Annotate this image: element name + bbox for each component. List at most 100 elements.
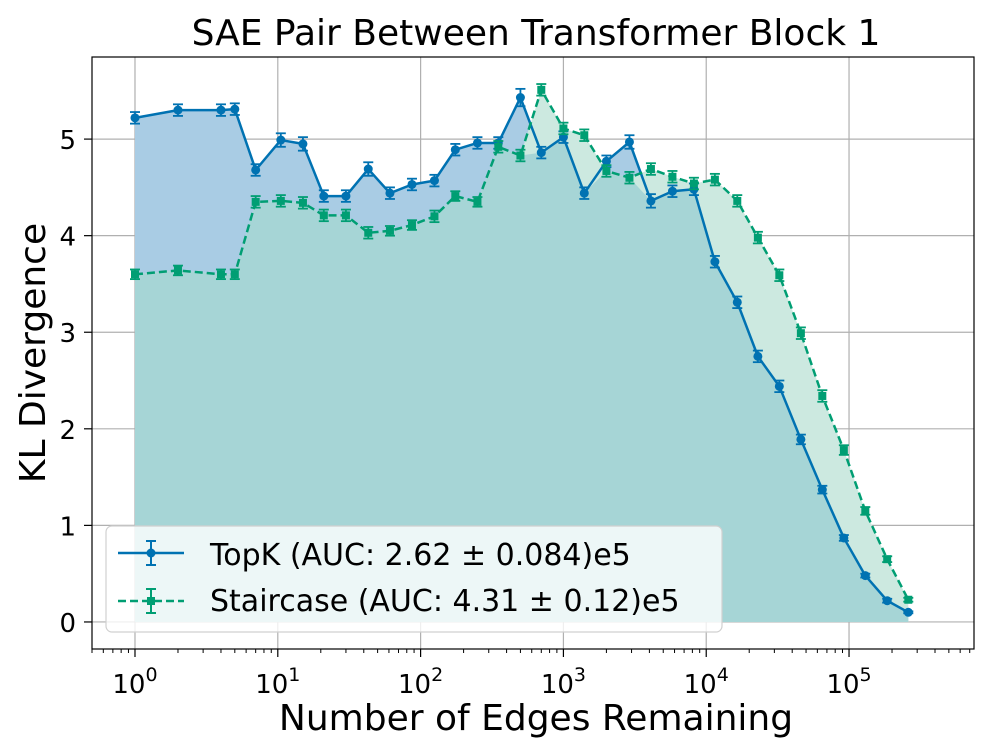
topk-point (903, 607, 913, 617)
staircase-point (883, 555, 892, 564)
topk-point (817, 485, 827, 495)
staircase-point (818, 391, 827, 400)
series-layer (129, 83, 914, 617)
x-tick-label: 102 (398, 664, 443, 700)
staircase-point (319, 211, 328, 220)
y-tick-label: 5 (59, 126, 76, 156)
topk-point (646, 196, 656, 206)
staircase-point (625, 173, 634, 182)
topk-point (363, 164, 373, 174)
staircase-point (904, 595, 913, 604)
x-tick-label: 103 (541, 664, 586, 700)
staircase-point (775, 271, 784, 280)
staircase-series (129, 83, 914, 604)
staircase-point (473, 197, 482, 206)
topk-point (536, 148, 546, 158)
topk-point (710, 257, 720, 267)
staircase-point (689, 179, 698, 188)
staircase-point (537, 85, 546, 94)
topk-point (429, 176, 439, 186)
x-tick-label: 100 (112, 664, 157, 700)
staircase-point (451, 192, 460, 201)
staircase-point (602, 166, 611, 175)
legend-topk-label: TopK (AUC: 2.62 ± 0.084)e5 (209, 538, 631, 573)
x-tick-exponent: 2 (431, 664, 443, 686)
staircase-point (130, 270, 139, 279)
x-tick-base: 10 (541, 670, 574, 700)
staircase-point (298, 198, 307, 207)
staircase-point (516, 151, 525, 160)
legend-topk-marker (146, 548, 156, 558)
staircase-point (753, 233, 762, 242)
staircase-point (646, 165, 655, 174)
topk-point (579, 188, 589, 198)
staircase-point (251, 197, 260, 206)
x-tick-label: 104 (684, 664, 729, 700)
y-axis-label: KL Divergence (13, 223, 54, 483)
staircase-point (385, 226, 394, 235)
legend-staircase-marker (147, 597, 155, 605)
topk-point (341, 191, 351, 201)
topk-point (860, 571, 870, 581)
y-tick-label: 3 (59, 319, 76, 349)
topk-point (601, 156, 611, 166)
topk-point (624, 137, 634, 147)
x-tick-exponent: 4 (717, 664, 729, 686)
staircase-point (580, 131, 589, 140)
legend-entry-topk: TopK (AUC: 2.62 ± 0.084)e5 (118, 538, 631, 573)
legend: TopK (AUC: 2.62 ± 0.084)e5 Staircase (AU… (105, 525, 723, 633)
staircase-point (668, 172, 677, 181)
topk-point (732, 297, 742, 307)
x-tick-base: 10 (398, 670, 431, 700)
staircase-point (364, 228, 373, 237)
x-axis-label: Number of Edges Remaining (279, 698, 793, 739)
plot-frame (91, 56, 975, 650)
staircase-point (173, 266, 182, 275)
y-tick-label: 2 (59, 416, 76, 446)
x-tick-base: 10 (684, 670, 717, 700)
legend-staircase-label: Staircase (AUC: 4.31 ± 0.12)e5 (210, 584, 680, 619)
topk-point (130, 113, 140, 123)
x-tick-label: 105 (826, 664, 871, 700)
topk-point (298, 139, 308, 149)
staircase-point (733, 196, 742, 205)
topk-point (515, 93, 525, 103)
legend-entry-staircase: Staircase (AUC: 4.31 ± 0.12)e5 (118, 584, 680, 619)
x-tick-exponent: 1 (288, 664, 300, 686)
topk-point (796, 434, 806, 444)
topk-point (385, 188, 395, 198)
y-tick-label: 0 (59, 609, 76, 639)
topk-point (882, 596, 892, 606)
staircase-point (430, 212, 439, 221)
staircase-point (796, 329, 805, 338)
topk-series (129, 87, 914, 617)
y-tick-label: 4 (59, 223, 76, 253)
chart-title: SAE Pair Between Transformer Block 1 (192, 13, 881, 54)
staircase-point (494, 142, 503, 151)
x-tick-exponent: 5 (860, 664, 872, 686)
x-tick-base: 10 (112, 670, 145, 700)
staircase-point (341, 211, 350, 220)
topk-point (667, 186, 677, 196)
topk-point (774, 381, 784, 391)
staircase-point (216, 270, 225, 279)
x-tick-base: 10 (255, 670, 288, 700)
area-fills (134, 89, 909, 622)
staircase-point (276, 196, 285, 205)
topk-point (276, 135, 286, 145)
legend-box (105, 525, 723, 633)
topk-point (230, 104, 240, 114)
staircase-point (710, 175, 719, 184)
topk-point (753, 351, 763, 361)
topk-point (407, 179, 417, 189)
topk-point (839, 533, 849, 543)
staircase-point (839, 446, 848, 455)
staircase-point (407, 221, 416, 230)
staircase-point (861, 506, 870, 515)
y-tick-label: 1 (59, 512, 76, 542)
overlap-area (134, 137, 909, 622)
topk-point (319, 191, 329, 201)
x-tick-base: 10 (826, 670, 859, 700)
